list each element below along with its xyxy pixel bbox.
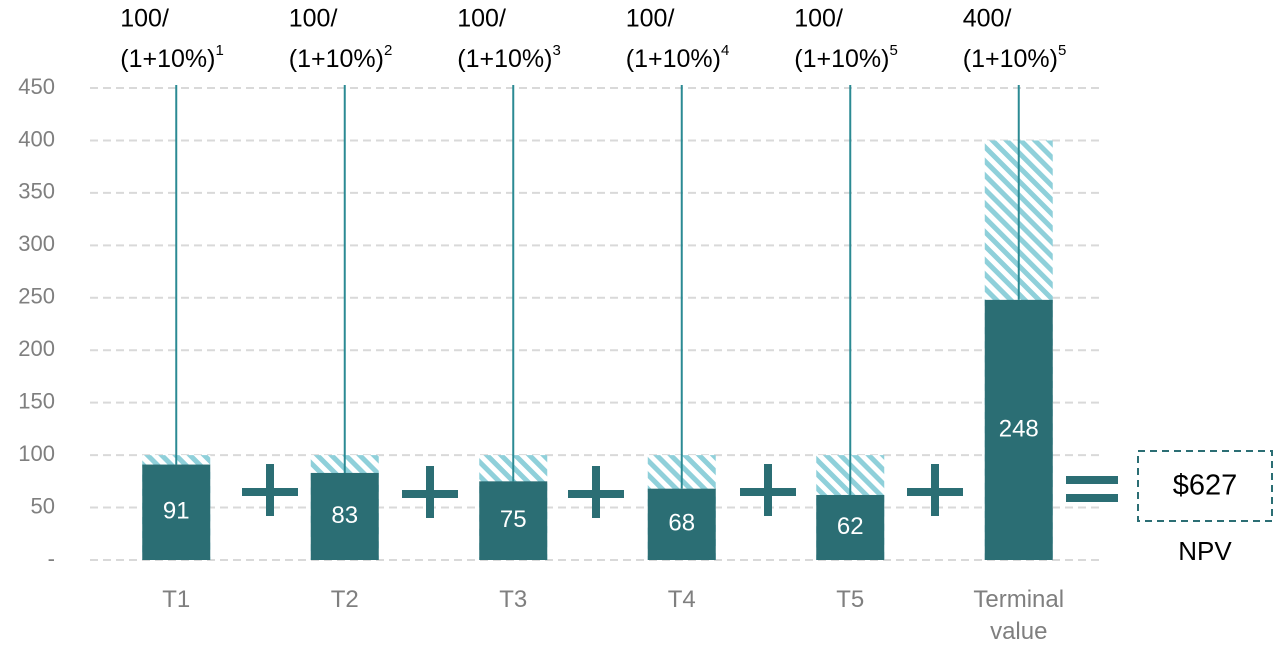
bar — [647, 488, 716, 560]
y-tick-label: 200 — [18, 336, 55, 361]
formula-numerator: 400/ — [963, 5, 1012, 33]
formula-exponent: 4 — [721, 42, 729, 59]
npv-label: NPV — [1178, 536, 1232, 566]
value-label: 248 — [999, 415, 1039, 442]
formula-denominator: (1+10%)3 — [457, 42, 561, 73]
formula-numerator: 100/ — [626, 5, 675, 33]
formula-denominator: (1+10%)2 — [289, 42, 393, 73]
x-tick-label: T5 — [836, 586, 865, 613]
value-label: 91 — [163, 498, 190, 525]
bar — [479, 481, 548, 560]
operators — [242, 464, 1118, 518]
formula-numerator: 100/ — [289, 5, 338, 33]
equals — [1066, 494, 1118, 502]
value-label: 68 — [668, 510, 695, 537]
formula-numerator: 100/ — [457, 5, 506, 33]
y-tick-label: 400 — [18, 126, 55, 151]
formula-base: (1+10%) — [626, 45, 721, 73]
x-tick-label: T3 — [499, 586, 528, 613]
plus — [931, 464, 939, 516]
y-tick-label: 350 — [18, 179, 55, 204]
value-label: 62 — [837, 513, 864, 540]
formula-exponent: 3 — [552, 42, 560, 59]
y-tick-label: 50 — [31, 493, 55, 518]
formula-denominator: (1+10%)5 — [794, 42, 898, 73]
bar — [816, 494, 885, 560]
bar — [142, 464, 211, 560]
formula-exponent: 1 — [215, 42, 223, 59]
plus — [592, 466, 600, 518]
plus — [426, 466, 434, 518]
y-tick-label: 100 — [18, 441, 55, 466]
npv-box — [1137, 450, 1273, 522]
value-label: 75 — [500, 506, 527, 533]
formula-base: (1+10%) — [289, 45, 384, 73]
y-tick-label: 150 — [18, 388, 55, 413]
formula-numerator: 100/ — [794, 5, 843, 33]
formula-denominator: (1+10%)1 — [120, 42, 224, 73]
bar — [310, 472, 379, 560]
equals — [1066, 476, 1118, 484]
y-tick-label: 450 — [18, 74, 55, 99]
formula-numerator: 100/ — [120, 5, 169, 33]
y-tick-label: - — [48, 546, 55, 571]
y-tick-label: 300 — [18, 231, 55, 256]
formula-exponent: 5 — [1058, 42, 1066, 59]
x-tick-label: T1 — [162, 586, 191, 613]
formula-denominator: (1+10%)5 — [963, 42, 1067, 73]
formula-exponent: 2 — [384, 42, 392, 59]
formula-exponent: 5 — [889, 42, 897, 59]
x-tick-label: Terminal value — [973, 586, 1065, 645]
value-label: 83 — [331, 502, 358, 529]
npv-value: $627 — [1173, 470, 1238, 502]
formula-base: (1+10%) — [963, 45, 1058, 73]
plus — [764, 464, 772, 516]
x-tick-label: T4 — [667, 586, 696, 613]
formula-base: (1+10%) — [120, 45, 215, 73]
plus — [266, 464, 274, 516]
bar — [984, 299, 1053, 560]
formula-base: (1+10%) — [457, 45, 552, 73]
formula-denominator: (1+10%)4 — [626, 42, 730, 73]
formula-base: (1+10%) — [794, 45, 889, 73]
y-tick-label: 250 — [18, 284, 55, 309]
x-tick-label: T2 — [330, 586, 359, 613]
